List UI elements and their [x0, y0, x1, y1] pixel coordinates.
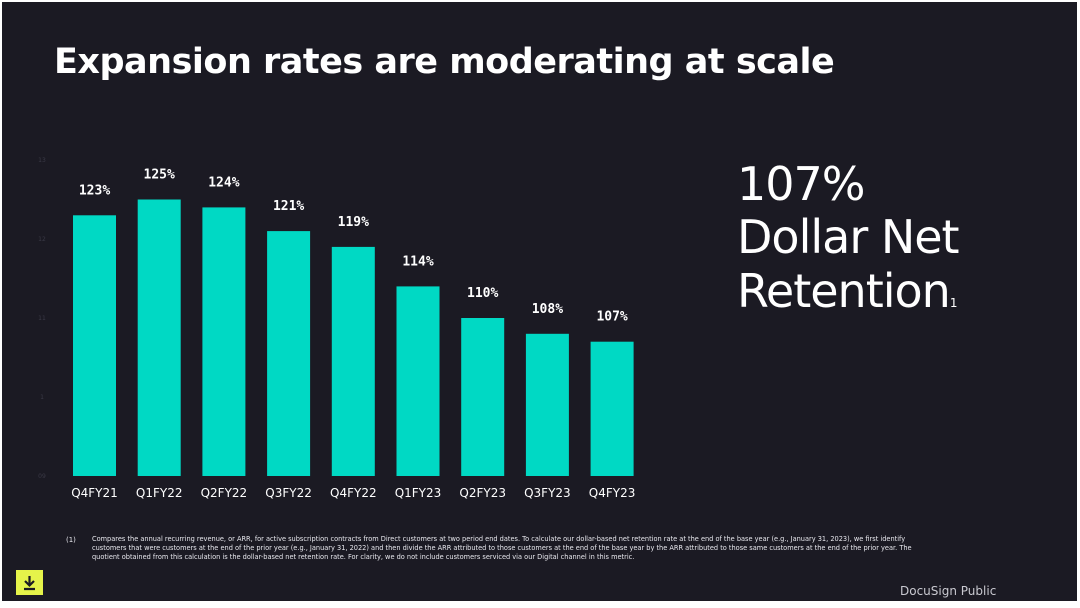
footnote-marker: (1) [66, 536, 76, 544]
x-tick-label: Q4FY21 [71, 486, 118, 500]
x-tick-label: Q1FY22 [136, 486, 183, 500]
bar [267, 231, 311, 476]
y-tick-label: 1 [40, 394, 44, 401]
data-label: 110% [467, 286, 498, 301]
bar [396, 286, 440, 476]
data-label: 108% [532, 302, 563, 317]
y-tick-label: 11 [38, 315, 46, 322]
data-label: 125% [144, 168, 175, 183]
data-label: 124% [208, 175, 239, 190]
y-tick-label: 09 [38, 473, 46, 480]
bar [461, 318, 505, 476]
footnote-text: Compares the annual recurring revenue, o… [92, 535, 912, 561]
data-label: 114% [402, 254, 433, 269]
bar [331, 246, 375, 476]
x-tick-label: Q4FY22 [330, 486, 377, 500]
bar [525, 333, 569, 476]
bar-chart: 091111213123%Q4FY21125%Q1FY22124%Q2FY221… [38, 157, 636, 500]
y-tick-label: 13 [38, 157, 46, 164]
headline-line1: Dollar Net [737, 210, 960, 264]
footnote-ref: 1 [949, 296, 958, 310]
bar [590, 341, 634, 476]
x-tick-label: Q4FY23 [589, 486, 636, 500]
x-tick-label: Q2FY23 [459, 486, 506, 500]
y-tick-label: 12 [38, 236, 46, 243]
data-label: 123% [79, 183, 110, 198]
bar [73, 215, 116, 477]
bar [202, 207, 246, 476]
x-tick-label: Q3FY22 [265, 486, 312, 500]
headline-line2-text: Retention [737, 264, 951, 318]
slide-title: Expansion rates are moderating at scale [54, 42, 835, 82]
headline-value: 107% [737, 157, 866, 211]
data-label: 121% [273, 199, 304, 214]
data-label: 119% [338, 215, 369, 230]
bar [137, 199, 181, 476]
download-button[interactable] [16, 570, 43, 595]
download-icon [24, 576, 35, 591]
x-tick-label: Q3FY23 [524, 486, 571, 500]
data-label: 107% [596, 310, 627, 325]
x-tick-label: Q2FY22 [201, 486, 248, 500]
headline-line2: Retention1 [737, 264, 957, 318]
x-tick-label: Q1FY23 [395, 486, 442, 500]
brand-label: DocuSign Public [900, 584, 997, 598]
